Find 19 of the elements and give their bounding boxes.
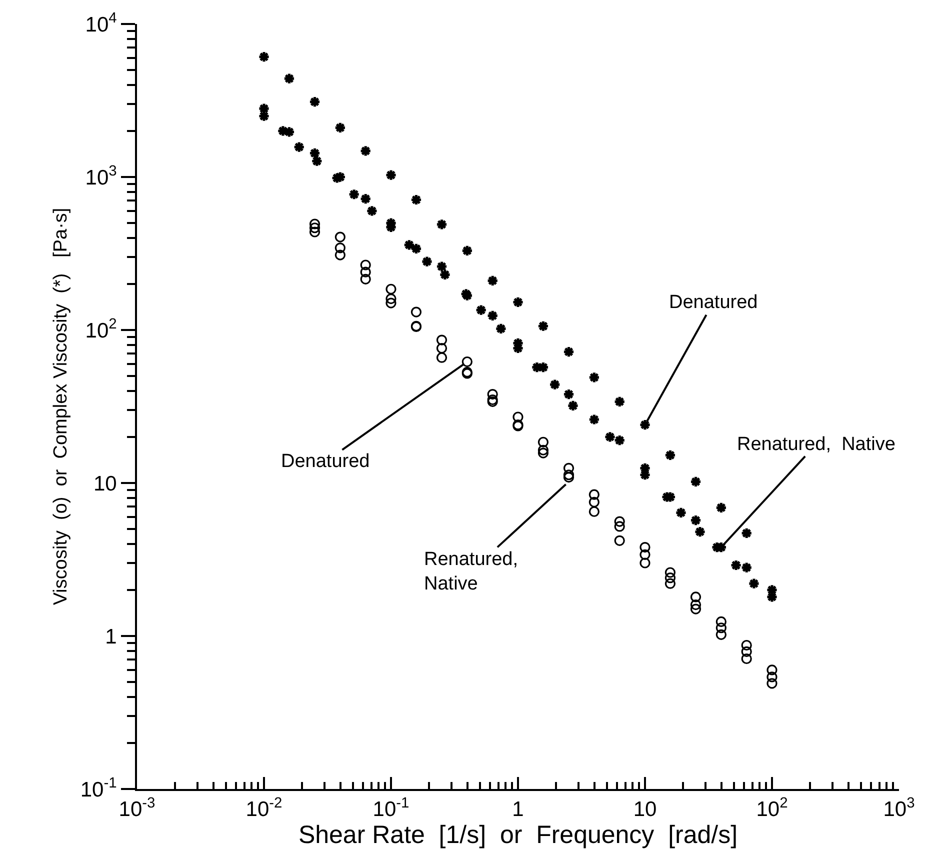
annotation: Renatured, Native (737, 434, 896, 455)
y-axis-title: Viscosity (o) or Complex Viscosity (*) [Pa·s] (50, 208, 72, 606)
x-tick-label: 10$^{-3}$ (118, 795, 156, 822)
x-tick-label: 10$^{2}$ (756, 795, 788, 822)
x-tick-label: 10$^{3}$ (883, 795, 915, 822)
y-tick-label: 10$^{2}$ (85, 316, 117, 342)
y-tick-label: 10$^{4}$ (85, 10, 117, 36)
x-tick-label: 10 (633, 798, 657, 822)
x-tick-label: 10$^{-1}$ (372, 795, 410, 822)
annotation: Renatured, Native (424, 549, 518, 595)
annotation: Denatured (669, 292, 758, 313)
annotation: Denatured (281, 451, 370, 472)
y-tick-label: 1 (105, 625, 117, 648)
x-tick-label: 10$^{-2}$ (246, 795, 282, 822)
y-tick-label: 10$^{3}$ (85, 164, 117, 190)
x-tick-label: 1 (512, 798, 524, 822)
x-axis-title: Shear Rate [1/s] or Frequency [rad/s] (298, 821, 738, 850)
y-tick-label: 10 (93, 472, 117, 496)
y-tick-label: 10$^{-1}$ (80, 776, 117, 802)
